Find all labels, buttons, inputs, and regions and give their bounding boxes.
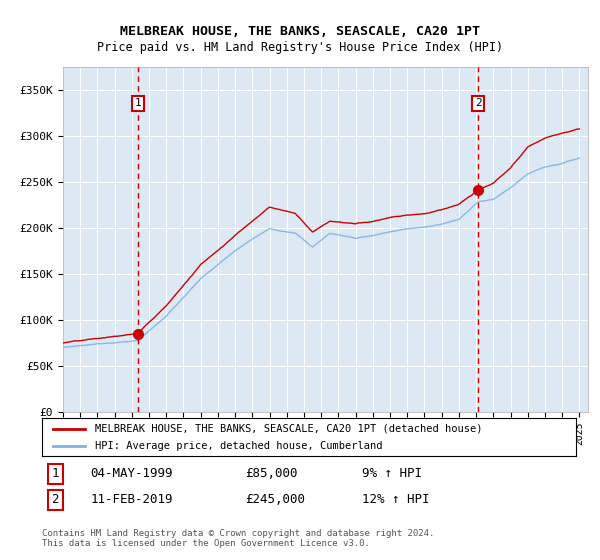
Text: HPI: Average price, detached house, Cumberland: HPI: Average price, detached house, Cumb… (95, 441, 383, 451)
Text: 1: 1 (134, 99, 141, 109)
Text: Contains HM Land Registry data © Crown copyright and database right 2024.
This d: Contains HM Land Registry data © Crown c… (42, 529, 434, 548)
Text: £245,000: £245,000 (245, 493, 305, 506)
Text: 11-FEB-2019: 11-FEB-2019 (90, 493, 173, 506)
Text: 2: 2 (475, 99, 482, 109)
Text: MELBREAK HOUSE, THE BANKS, SEASCALE, CA20 1PT (detached house): MELBREAK HOUSE, THE BANKS, SEASCALE, CA2… (95, 423, 483, 433)
Text: 9% ↑ HPI: 9% ↑ HPI (362, 468, 422, 480)
Text: Price paid vs. HM Land Registry's House Price Index (HPI): Price paid vs. HM Land Registry's House … (97, 40, 503, 54)
Text: MELBREAK HOUSE, THE BANKS, SEASCALE, CA20 1PT: MELBREAK HOUSE, THE BANKS, SEASCALE, CA2… (120, 25, 480, 38)
Text: 1: 1 (52, 468, 59, 480)
Text: 2: 2 (52, 493, 59, 506)
Text: 04-MAY-1999: 04-MAY-1999 (90, 468, 173, 480)
Text: 12% ↑ HPI: 12% ↑ HPI (362, 493, 430, 506)
Text: £85,000: £85,000 (245, 468, 298, 480)
